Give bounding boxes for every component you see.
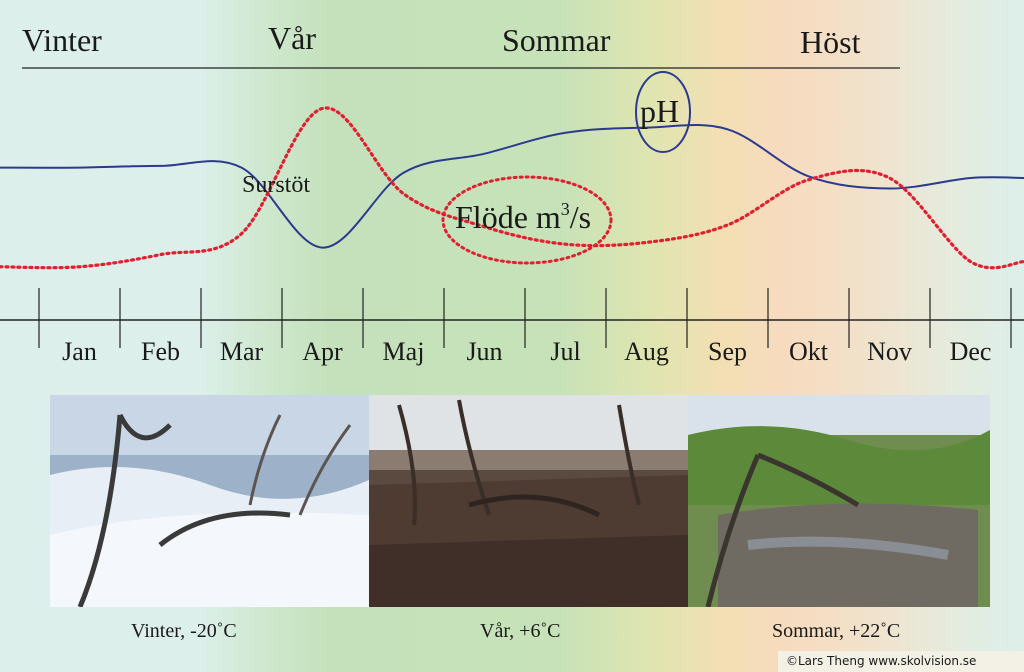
ph-highlight-ellipse — [635, 71, 691, 153]
month-labels: Jan Feb Mar Apr Maj Jun Jul Aug Sep Okt Nov Dec — [62, 337, 991, 366]
copyright-credit: ©Lars Theng www.skolvision.se — [778, 651, 1024, 672]
caption-spring: Vår, +6˚C — [480, 620, 561, 642]
surstot-annotation: Surstöt — [242, 172, 310, 198]
month-label-jun: Jun — [466, 337, 502, 366]
month-label-nov: Nov — [867, 337, 912, 366]
season-label-host: Höst — [800, 24, 861, 60]
season-label-sommar: Sommar — [502, 22, 611, 58]
month-label-okt: Okt — [789, 337, 829, 366]
season-label-vinter: Vinter — [22, 22, 102, 58]
month-label-jul: Jul — [550, 337, 580, 366]
photo-winter — [50, 395, 369, 607]
month-label-jan: Jan — [62, 337, 97, 366]
photo-summer — [688, 395, 990, 607]
month-label-maj: Maj — [383, 337, 425, 366]
winter-river-image — [50, 395, 369, 607]
season-label-var: Vår — [268, 20, 316, 56]
month-ticks — [38, 288, 1012, 348]
ph-series-line — [0, 124, 1024, 249]
month-label-apr: Apr — [302, 337, 343, 366]
flow-highlight-ellipse — [441, 175, 613, 265]
caption-summer: Sommar, +22˚C — [772, 620, 901, 642]
month-label-mar: Mar — [220, 337, 264, 366]
month-label-sep: Sep — [708, 337, 747, 366]
flow-annotation: Flöde m3/s — [455, 199, 591, 235]
month-label-dec: Dec — [950, 337, 992, 366]
spring-flood-image — [369, 395, 688, 607]
photo-spring — [369, 395, 688, 607]
month-label-aug: Aug — [624, 337, 669, 366]
seasonal-chart: Jan Feb Mar Apr Maj Jun Jul Aug Sep Okt Nov Dec pH … — [0, 67, 1024, 366]
month-label-feb: Feb — [141, 337, 180, 366]
summer-river-image — [688, 395, 990, 607]
ph-annotation: pH — [640, 93, 679, 129]
caption-winter: Vinter, -20˚C — [131, 620, 237, 642]
flow-series-line — [0, 106, 1024, 270]
